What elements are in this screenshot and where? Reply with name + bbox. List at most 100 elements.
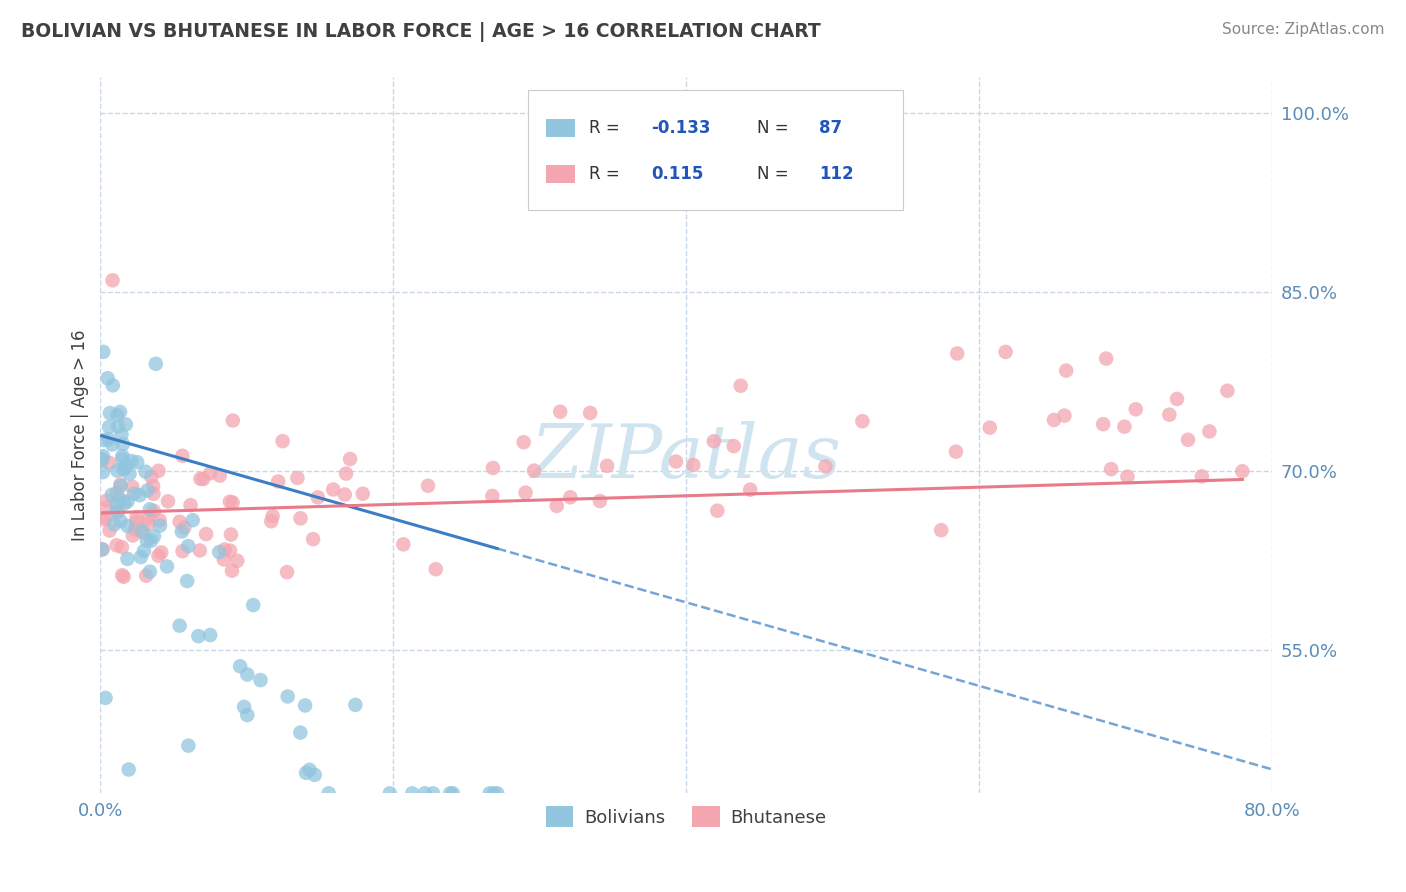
Point	[339, 452, 361, 467]
Point	[148, 464, 170, 478]
Point	[946, 346, 969, 360]
Point	[105, 486, 128, 500]
Point	[142, 479, 165, 493]
Point	[276, 565, 298, 579]
Point	[122, 486, 145, 500]
Point	[180, 498, 202, 512]
Point	[482, 786, 505, 800]
Point	[138, 511, 160, 525]
Point	[512, 435, 534, 450]
Point	[392, 537, 415, 551]
Point	[1116, 469, 1139, 483]
Point	[1053, 409, 1076, 423]
Point	[96, 500, 118, 515]
Point	[441, 786, 464, 800]
Point	[148, 549, 170, 563]
Point	[103, 517, 125, 532]
Point	[112, 496, 135, 510]
Point	[157, 494, 180, 508]
Point	[110, 427, 132, 442]
Point	[929, 523, 952, 537]
Point	[135, 465, 157, 479]
Point	[422, 786, 444, 800]
Point	[128, 488, 150, 502]
Point	[344, 698, 367, 712]
Point	[97, 371, 120, 385]
Point	[212, 552, 235, 566]
Point	[1232, 464, 1254, 478]
Point	[596, 458, 619, 473]
Point	[515, 485, 537, 500]
Point	[200, 466, 222, 480]
Point	[121, 528, 143, 542]
Point	[108, 492, 131, 507]
Point	[322, 483, 344, 497]
Point	[1092, 417, 1115, 432]
Point	[740, 483, 762, 497]
Point	[260, 514, 283, 528]
Point	[413, 786, 436, 800]
Point	[136, 516, 159, 531]
Point	[416, 479, 439, 493]
Point	[262, 509, 284, 524]
Point	[277, 690, 299, 704]
Point	[98, 524, 121, 538]
Point	[219, 543, 242, 558]
Point	[271, 434, 294, 449]
Point	[333, 487, 356, 501]
Point	[401, 786, 423, 800]
Point	[1099, 462, 1122, 476]
Point	[249, 673, 271, 687]
Point	[1166, 392, 1188, 406]
Point	[177, 539, 200, 553]
Point	[121, 480, 143, 494]
Point	[267, 475, 290, 489]
Point	[295, 765, 318, 780]
Point	[177, 739, 200, 753]
Point	[111, 540, 134, 554]
Point	[218, 494, 240, 508]
Point	[118, 467, 141, 481]
Point	[111, 437, 134, 451]
Point	[1198, 425, 1220, 439]
Point	[96, 493, 118, 508]
Point	[814, 459, 837, 474]
Point	[294, 698, 316, 713]
Point	[105, 497, 128, 511]
Point	[176, 574, 198, 588]
Point	[1054, 363, 1077, 377]
Text: ZIPatlas: ZIPatlas	[531, 421, 842, 493]
Point	[172, 544, 194, 558]
Point	[139, 502, 162, 516]
Point	[98, 420, 121, 434]
Point	[546, 499, 568, 513]
Point	[439, 786, 461, 800]
Point	[172, 449, 194, 463]
Point	[110, 479, 132, 493]
Point	[94, 510, 117, 524]
Point	[304, 768, 326, 782]
Point	[111, 568, 134, 582]
Point	[91, 449, 114, 463]
Text: 112: 112	[818, 165, 853, 183]
Point	[117, 494, 139, 508]
Y-axis label: In Labor Force | Age > 16: In Labor Force | Age > 16	[72, 330, 89, 541]
Point	[290, 725, 312, 739]
Point	[181, 513, 204, 527]
Point	[523, 464, 546, 478]
Point	[169, 618, 191, 632]
Point	[156, 559, 179, 574]
Point	[193, 472, 215, 486]
Point	[97, 433, 120, 447]
Point	[118, 763, 141, 777]
Point	[352, 487, 374, 501]
Point	[851, 414, 873, 428]
Point	[94, 690, 117, 705]
Point	[101, 273, 124, 287]
Point	[703, 434, 725, 449]
FancyBboxPatch shape	[529, 89, 903, 210]
Point	[1095, 351, 1118, 366]
Point	[101, 488, 124, 502]
Point	[979, 420, 1001, 434]
Point	[706, 504, 728, 518]
